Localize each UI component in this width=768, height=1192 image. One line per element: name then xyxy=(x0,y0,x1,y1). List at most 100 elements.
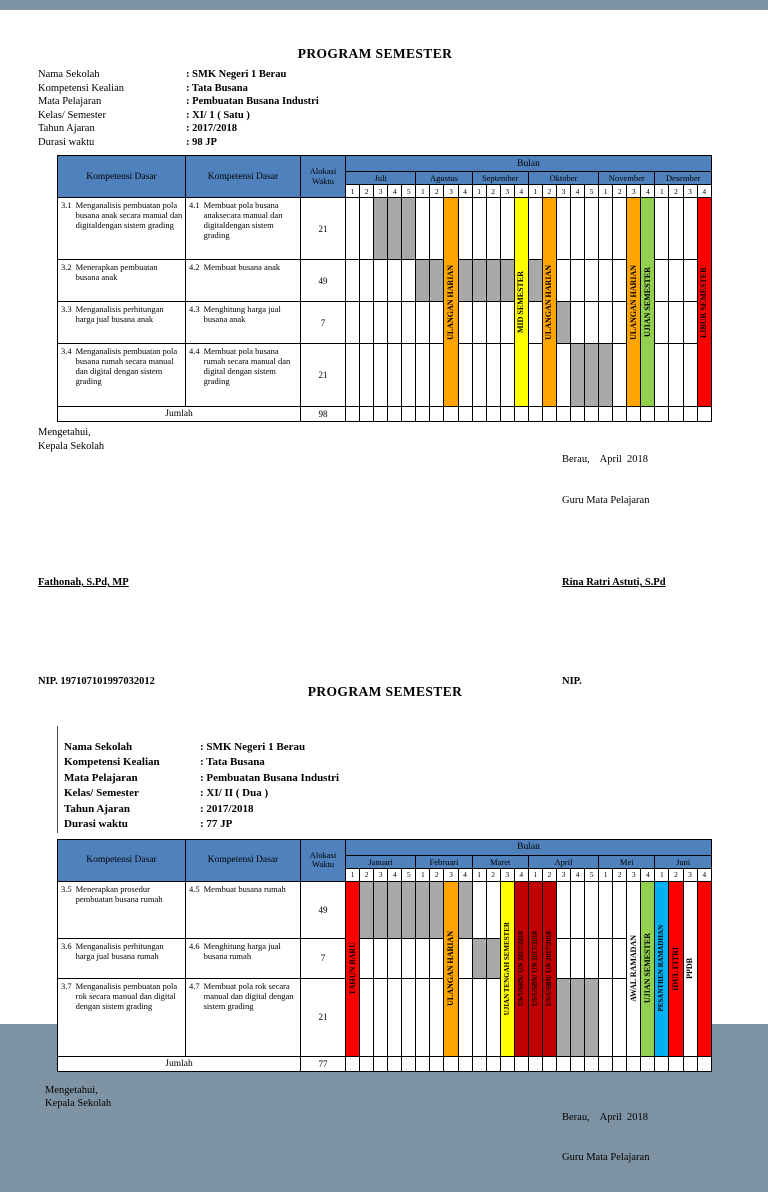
week-cell xyxy=(682,301,698,344)
month-header: Mei xyxy=(598,854,656,869)
semester-1-table-container: Kompetensi Dasar Kompetensi Dasar Alokasi … xyxy=(38,155,713,422)
meta-row: Kompetensi Kealian: Tata Busana xyxy=(64,755,712,771)
week-number-cell: 4 xyxy=(513,867,529,882)
week-cell xyxy=(527,343,543,407)
month-header: April xyxy=(527,854,600,869)
sign-right: Berau, April 2018 Guru Mata Pelajaran xyxy=(562,1084,712,1192)
week-cell xyxy=(598,406,614,422)
week-cell xyxy=(612,343,628,407)
alokasi-value-cell: 21 xyxy=(300,343,346,407)
kd-cell-inner: 3.2 Menerapkan pembuatan busana anak xyxy=(59,261,185,283)
place-date-label: Berau, April 2018 xyxy=(562,1111,649,1123)
month-header: Maret xyxy=(471,854,529,869)
week-cell xyxy=(387,880,403,939)
week-cell xyxy=(682,197,698,260)
month-header: Januari xyxy=(344,854,417,869)
kd-row: 3.7 Menganalisis pembuatan pola rok secar… xyxy=(57,977,712,1057)
week-number-cell: 4 xyxy=(513,184,529,198)
week-cell xyxy=(584,343,600,407)
week-cell xyxy=(499,197,515,260)
kd-cell: 3.2 Menerapkan pembuatan busana anak xyxy=(57,259,186,302)
meta-label: Durasi waktu xyxy=(38,136,95,148)
week-number-cell: 5 xyxy=(584,184,600,198)
week-cell xyxy=(443,1055,459,1072)
week-number-cell: 2 xyxy=(668,867,684,882)
document-metadata-semester-2: Nama Sekolah: SMK Negeri 1 Berau Kompeten… xyxy=(57,725,712,833)
week-cell xyxy=(359,937,375,979)
calendar-event-column: MID SEMESTER xyxy=(513,197,529,407)
week-number-cell: 3 xyxy=(626,867,642,882)
jumlah-total: 98 xyxy=(300,406,346,422)
week-cell xyxy=(584,301,600,344)
month-header: Desember xyxy=(654,171,712,185)
calendar-event-column: TAHUN BARU xyxy=(344,880,361,1057)
event-label: UJIAN SEMESTER xyxy=(642,933,652,1004)
kd-number: 3.5 xyxy=(61,883,72,894)
event-label-wrap: ULANGAN HARIAN xyxy=(445,882,457,1055)
meta-value: : Tata Busana xyxy=(200,756,265,768)
week-number-cell: 3 xyxy=(626,184,642,198)
header-row-1: Kompetensi Dasar Kompetensi Dasar Alokasi … xyxy=(57,838,712,882)
week-cell xyxy=(485,406,501,422)
signature-block-semester-1: Mengetahui, Kepala Sekolah Berau, April … xyxy=(38,426,712,534)
week-number-cell: 4 xyxy=(387,867,403,882)
week-cell xyxy=(359,1055,375,1072)
month-header: Agustus xyxy=(415,171,473,185)
week-cell xyxy=(584,1055,600,1072)
week-number-cell: 3 xyxy=(373,867,389,882)
semester-2-section: Nama Sekolah: SMK Negeri 1 Berau Kompeten… xyxy=(38,725,713,1192)
week-cell xyxy=(541,406,557,422)
week-number-cell: 2 xyxy=(612,867,628,882)
document-page: PROGRAM SEMESTER Nama Sekolah: SMK Neger… xyxy=(0,10,768,1163)
week-cell xyxy=(429,406,445,422)
week-cell xyxy=(612,406,628,422)
kd-cell-inner: 3.1 Menganalisis pembuatan pola busana an… xyxy=(59,199,185,231)
week-cell xyxy=(668,259,684,302)
week-number-cell: 5 xyxy=(401,867,417,882)
week-cell xyxy=(457,880,473,939)
event-label-wrap: MID SEMESTER xyxy=(515,199,527,406)
week-cell xyxy=(359,343,375,407)
week-cell xyxy=(555,301,572,344)
meta-row: Durasi waktu: 77 JP xyxy=(64,817,712,833)
calendar-event-column: PPDB xyxy=(682,880,698,1057)
event-label: ULANGAN HARIAN xyxy=(445,931,455,1006)
kd-cell: 4.2 Membuat busana anak xyxy=(185,259,301,302)
week-number-cell: 4 xyxy=(640,867,656,882)
week-cell xyxy=(387,977,403,1057)
event-label: PESANTREN RAMADHAN xyxy=(657,925,666,1012)
kd-cell-inner: 4.7 Membuat pola rok secara manual dan di… xyxy=(187,979,300,1011)
kd-text: Menghitung harga jual busana rumah xyxy=(203,940,281,961)
week-cell xyxy=(457,406,473,422)
kd-cell: 4.3 Menghitung harga jual busana anak xyxy=(185,301,301,344)
week-number-cell: 4 xyxy=(387,184,403,198)
week-number-cell: 3 xyxy=(555,184,572,198)
kd-cell: 3.6 Menganalisis perhitungan harga jual b… xyxy=(57,937,186,979)
kd-cell-inner: 4.6 Menghitung harga jual busana rumah xyxy=(187,939,300,961)
kd-cell-inner: 4.2 Membuat busana anak xyxy=(187,261,300,273)
week-cell xyxy=(471,301,487,344)
week-cell xyxy=(429,880,445,939)
kd-number: 4.6 xyxy=(189,940,200,951)
col-header-bulan: Bulan xyxy=(345,838,712,856)
week-number-cell: 1 xyxy=(415,867,431,882)
sign-left: Mengetahui, Kepala Sekolah xyxy=(45,1084,111,1192)
program-semester-table: Kompetensi Dasar Kompetensi Dasar Alokasi … xyxy=(57,838,713,1072)
week-number-cell: 3 xyxy=(373,184,389,198)
meta-label: Kompetensi Kealian xyxy=(38,82,125,94)
kd-number: 4.1 xyxy=(189,200,200,210)
week-cell xyxy=(654,343,670,407)
week-cell xyxy=(359,301,375,344)
week-cell xyxy=(471,977,487,1057)
week-cell xyxy=(373,259,389,302)
week-cell xyxy=(471,197,487,260)
week-number-cell: 3 xyxy=(443,184,459,198)
event-label: MID SEMESTER xyxy=(516,270,526,333)
week-cell xyxy=(513,406,529,422)
month-header: November xyxy=(598,171,656,185)
week-number-cell: 2 xyxy=(485,867,501,882)
week-number-cell: 3 xyxy=(499,867,515,882)
kd-cell-inner: 4.1 Membuat pola busana anaksecara manual… xyxy=(187,199,300,241)
event-label: ULANGAN HARIAN xyxy=(628,264,638,340)
week-cell xyxy=(569,977,586,1057)
